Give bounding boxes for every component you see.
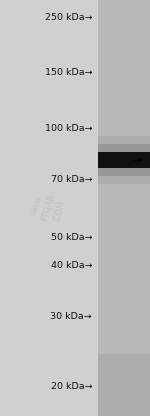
Bar xyxy=(98,136,150,184)
Text: www.
PTGAB
.COM: www. PTGAB .COM xyxy=(28,190,68,226)
Text: 100 kDa→: 100 kDa→ xyxy=(45,124,92,133)
Bar xyxy=(98,354,150,416)
Bar xyxy=(98,152,150,168)
Text: 50 kDa→: 50 kDa→ xyxy=(51,233,92,243)
Text: 70 kDa→: 70 kDa→ xyxy=(51,175,92,184)
Text: 30 kDa→: 30 kDa→ xyxy=(51,312,92,322)
Text: 150 kDa→: 150 kDa→ xyxy=(45,68,92,77)
Bar xyxy=(98,0,150,416)
Text: 20 kDa→: 20 kDa→ xyxy=(51,381,92,391)
Text: 250 kDa→: 250 kDa→ xyxy=(45,13,92,22)
Bar xyxy=(98,144,150,176)
Text: 40 kDa→: 40 kDa→ xyxy=(51,261,92,270)
